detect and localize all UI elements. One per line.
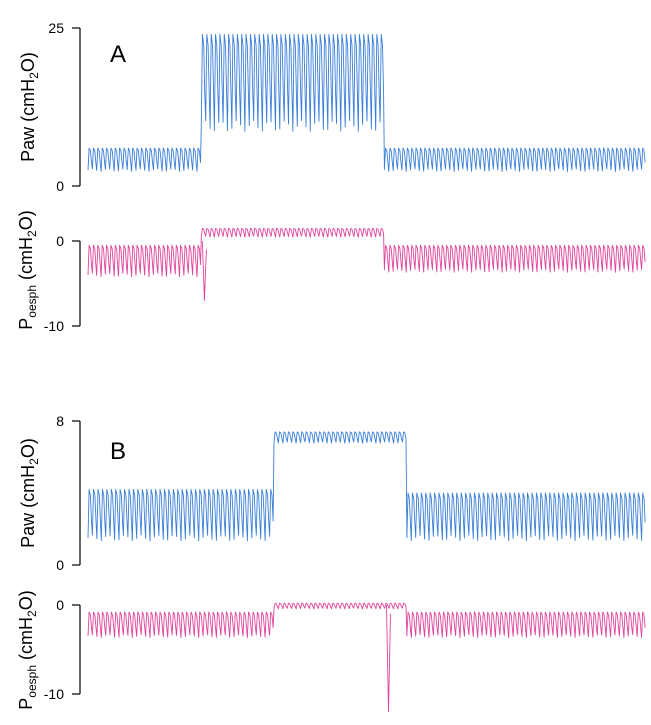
paw-trace-b (87, 431, 646, 542)
y-tick-label-b-paw-top: 8 (56, 413, 64, 429)
y-tick-label-b-poesph-top: 0 (56, 597, 64, 613)
y-tick-label-b-poesph-bottom: -10 (44, 686, 64, 702)
y-tick-label-a-poesph-bottom: -10 (44, 318, 64, 334)
y-axis-label-b-paw: Paw (cmH2O) (18, 438, 41, 548)
paw-trace-a (87, 33, 646, 172)
y-tick-label-a-paw-bottom: 0 (56, 178, 64, 194)
panel-label-a: A (110, 41, 126, 68)
poesph-trace-b (87, 602, 646, 713)
y-axis-label-b-poesph: Poesph (cmH2O) (16, 590, 39, 709)
panel-b-poesph: 0 -10 Poesph (cmH2O) (16, 590, 646, 713)
y-tick-label-a-poesph-top: 0 (56, 233, 64, 249)
y-tick-label-a-paw-top: 25 (48, 20, 64, 36)
panel-label-b: B (110, 438, 126, 465)
panel-a-poesph: 0 -10 Poesph (cmH2O) (16, 210, 646, 334)
y-axis-label-a-paw: Paw (cmH2O) (18, 52, 41, 162)
y-tick-label-b-paw-bottom: 0 (56, 557, 64, 573)
panel-b-paw: 8 0 Paw (cmH2O) B (18, 413, 646, 573)
panel-a-paw: 25 0 Paw (cmH2O) A (18, 20, 646, 194)
y-axis-label-a-poesph: Poesph (cmH2O) (16, 210, 39, 329)
poesph-trace-a (87, 227, 646, 301)
